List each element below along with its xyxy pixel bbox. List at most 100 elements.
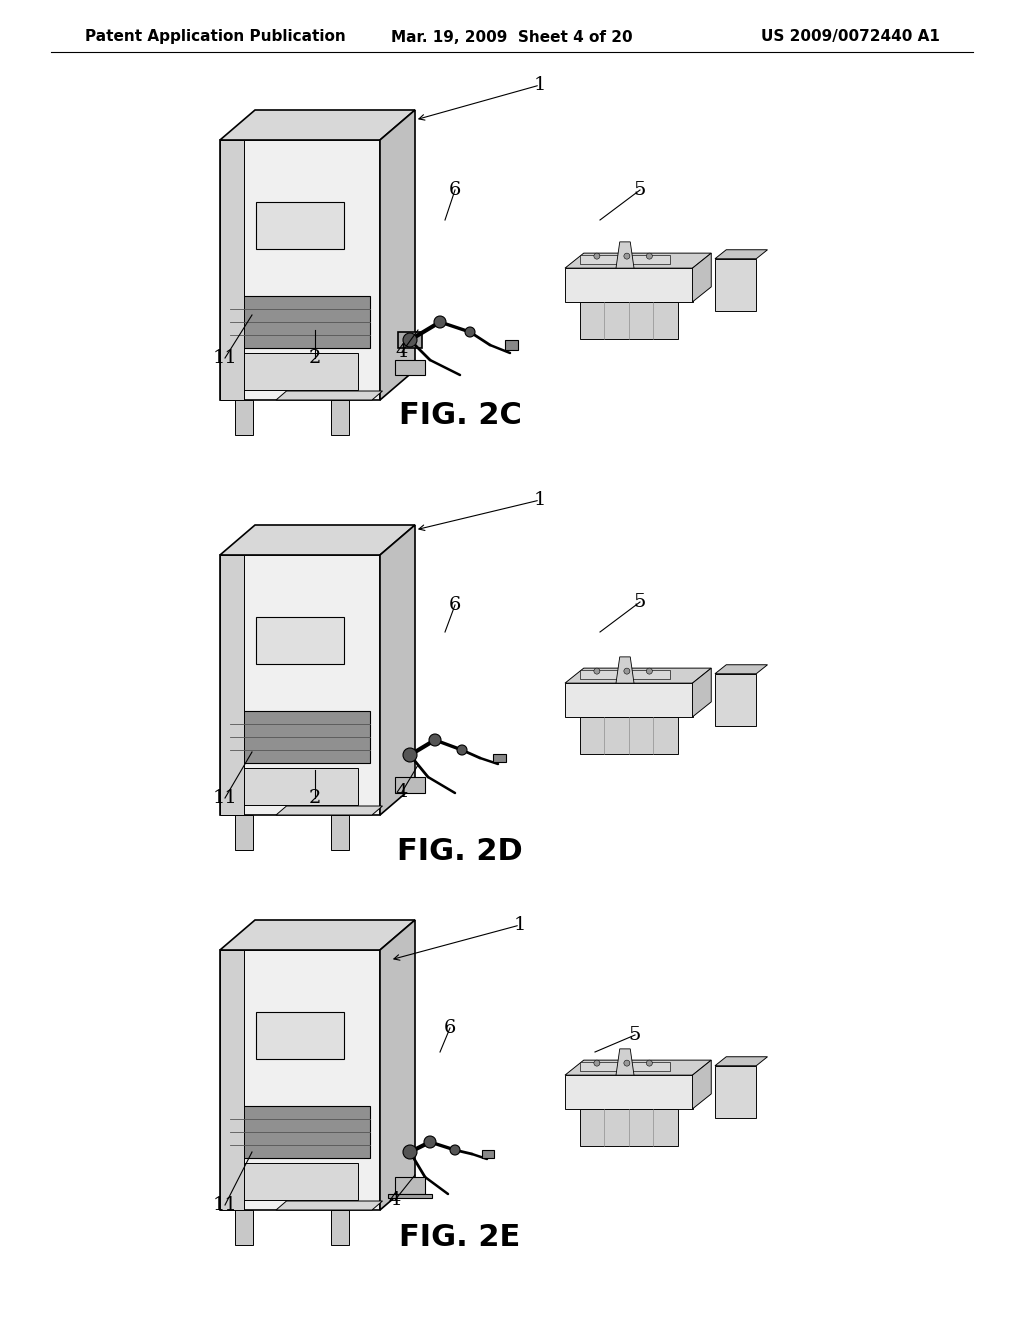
Polygon shape <box>692 1060 712 1109</box>
Polygon shape <box>580 717 678 754</box>
Circle shape <box>624 668 630 675</box>
Circle shape <box>594 668 600 675</box>
Polygon shape <box>715 1057 768 1065</box>
Polygon shape <box>715 259 757 312</box>
Polygon shape <box>715 673 757 726</box>
Polygon shape <box>398 333 422 348</box>
Circle shape <box>624 253 630 259</box>
Text: FIG. 2D: FIG. 2D <box>397 837 523 866</box>
Circle shape <box>403 748 417 762</box>
Text: 6: 6 <box>449 597 461 614</box>
Polygon shape <box>715 665 768 673</box>
Polygon shape <box>493 754 506 762</box>
Polygon shape <box>395 360 425 375</box>
Polygon shape <box>580 302 678 339</box>
Polygon shape <box>229 711 371 763</box>
Polygon shape <box>220 554 380 814</box>
Circle shape <box>450 1144 460 1155</box>
Polygon shape <box>580 255 670 264</box>
Polygon shape <box>243 354 357 389</box>
Polygon shape <box>220 950 244 1210</box>
Text: 2: 2 <box>309 789 322 807</box>
Polygon shape <box>234 1210 253 1245</box>
Circle shape <box>594 1060 600 1067</box>
Polygon shape <box>276 807 383 814</box>
Polygon shape <box>331 1210 349 1245</box>
Polygon shape <box>715 249 768 259</box>
Circle shape <box>594 253 600 259</box>
Circle shape <box>465 327 475 337</box>
Polygon shape <box>565 253 712 268</box>
Polygon shape <box>580 1109 678 1146</box>
Polygon shape <box>380 110 415 400</box>
Polygon shape <box>388 1195 432 1199</box>
Text: 5: 5 <box>634 593 646 611</box>
Polygon shape <box>616 657 634 684</box>
Polygon shape <box>220 140 244 400</box>
Circle shape <box>429 734 441 746</box>
Polygon shape <box>565 668 712 684</box>
Polygon shape <box>276 1201 383 1210</box>
Polygon shape <box>229 1106 371 1158</box>
Polygon shape <box>220 525 415 554</box>
Polygon shape <box>220 950 380 1210</box>
Circle shape <box>624 1060 630 1067</box>
Text: 4: 4 <box>389 1191 401 1209</box>
Circle shape <box>424 1137 436 1148</box>
Polygon shape <box>565 684 692 717</box>
Polygon shape <box>616 242 634 268</box>
Text: 5: 5 <box>629 1026 641 1044</box>
Polygon shape <box>715 1065 757 1118</box>
Circle shape <box>457 744 467 755</box>
Polygon shape <box>243 1163 357 1200</box>
Polygon shape <box>380 525 415 814</box>
Text: 6: 6 <box>449 181 461 199</box>
Polygon shape <box>256 202 344 249</box>
Circle shape <box>403 333 417 347</box>
Polygon shape <box>380 920 415 1210</box>
Polygon shape <box>565 268 692 302</box>
Text: 1: 1 <box>534 491 546 510</box>
Polygon shape <box>234 814 253 850</box>
Polygon shape <box>395 1177 425 1195</box>
Polygon shape <box>256 1012 344 1059</box>
Text: 1: 1 <box>514 916 526 935</box>
Circle shape <box>646 668 652 675</box>
Text: 11: 11 <box>213 789 238 807</box>
Text: 4: 4 <box>396 783 409 801</box>
Text: 4: 4 <box>396 343 409 360</box>
Text: FIG. 2E: FIG. 2E <box>399 1222 520 1251</box>
Text: US 2009/0072440 A1: US 2009/0072440 A1 <box>761 29 940 45</box>
Polygon shape <box>220 554 244 814</box>
Text: 11: 11 <box>213 1196 238 1214</box>
Polygon shape <box>220 920 415 950</box>
Polygon shape <box>229 296 371 348</box>
Polygon shape <box>692 668 712 717</box>
Circle shape <box>434 315 446 327</box>
Text: 2: 2 <box>309 348 322 367</box>
Polygon shape <box>580 669 670 678</box>
Polygon shape <box>692 253 712 302</box>
Text: FIG. 2C: FIG. 2C <box>398 400 521 429</box>
Text: 6: 6 <box>443 1019 456 1038</box>
Polygon shape <box>256 618 344 664</box>
Polygon shape <box>565 1060 712 1074</box>
Polygon shape <box>243 768 357 805</box>
Circle shape <box>646 1060 652 1067</box>
Polygon shape <box>220 140 380 400</box>
Text: Patent Application Publication: Patent Application Publication <box>85 29 346 45</box>
Text: 5: 5 <box>634 181 646 199</box>
Polygon shape <box>276 391 383 400</box>
Polygon shape <box>580 1061 670 1071</box>
Text: 11: 11 <box>213 348 238 367</box>
Text: 1: 1 <box>534 77 546 94</box>
Circle shape <box>646 253 652 259</box>
Polygon shape <box>234 400 253 436</box>
Polygon shape <box>565 1074 692 1109</box>
Polygon shape <box>331 814 349 850</box>
Polygon shape <box>220 110 415 140</box>
Polygon shape <box>505 341 518 350</box>
Polygon shape <box>331 400 349 436</box>
Circle shape <box>403 1144 417 1159</box>
Polygon shape <box>395 777 425 793</box>
